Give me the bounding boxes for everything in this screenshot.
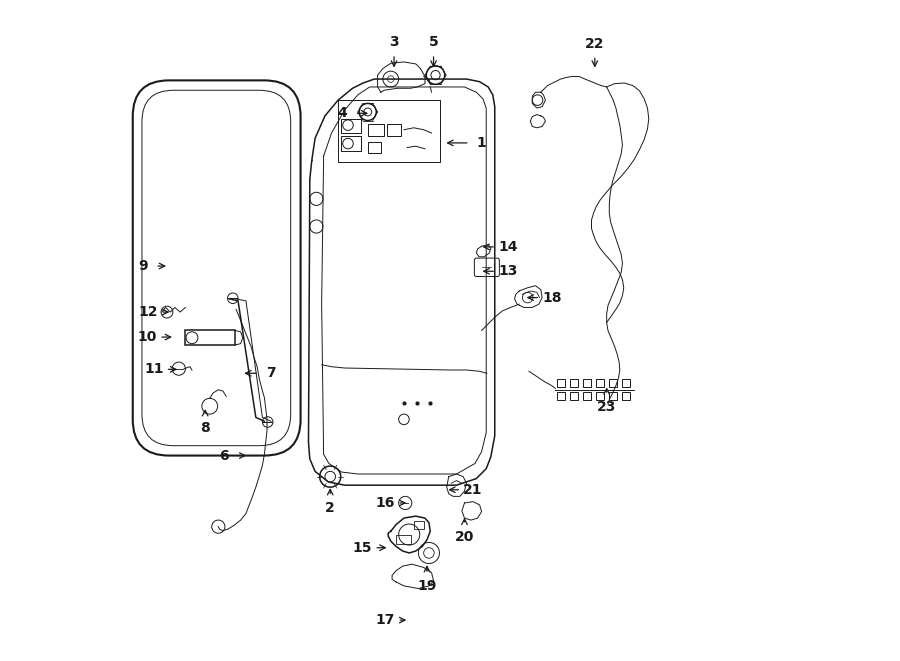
Text: 20: 20 — [454, 529, 474, 543]
Text: 1: 1 — [477, 136, 487, 150]
Bar — [388, 124, 400, 136]
Bar — [368, 142, 381, 153]
Text: 7: 7 — [266, 366, 275, 380]
Text: 18: 18 — [543, 291, 562, 305]
Bar — [623, 393, 630, 401]
Bar — [596, 379, 604, 387]
Bar — [583, 379, 591, 387]
Text: 21: 21 — [464, 483, 482, 497]
Text: 4: 4 — [338, 106, 347, 120]
Text: 15: 15 — [353, 541, 373, 555]
Text: 2: 2 — [325, 501, 335, 515]
Text: 6: 6 — [220, 449, 229, 463]
Bar — [570, 393, 578, 401]
Text: 16: 16 — [376, 496, 395, 510]
Bar — [583, 393, 591, 401]
Text: 14: 14 — [499, 240, 517, 254]
Bar — [341, 118, 361, 133]
Text: 13: 13 — [499, 264, 517, 278]
Text: 5: 5 — [428, 35, 438, 49]
Bar — [414, 522, 424, 529]
Text: 23: 23 — [597, 400, 617, 414]
Bar — [609, 393, 617, 401]
Text: 17: 17 — [376, 613, 395, 627]
Text: 19: 19 — [418, 579, 436, 593]
Bar — [570, 379, 578, 387]
Text: 12: 12 — [139, 305, 158, 319]
Text: 3: 3 — [389, 35, 399, 49]
Text: 11: 11 — [144, 362, 164, 376]
Bar — [338, 100, 440, 162]
Bar — [396, 535, 410, 545]
Bar — [368, 124, 384, 136]
Bar — [185, 330, 235, 345]
Text: 10: 10 — [138, 330, 157, 344]
Bar — [341, 136, 361, 151]
Bar — [623, 379, 630, 387]
Bar — [609, 379, 617, 387]
Bar — [556, 393, 564, 401]
Text: 22: 22 — [585, 36, 605, 50]
Bar — [596, 393, 604, 401]
Text: 9: 9 — [139, 259, 148, 273]
Bar — [556, 379, 564, 387]
Text: 8: 8 — [201, 421, 210, 435]
